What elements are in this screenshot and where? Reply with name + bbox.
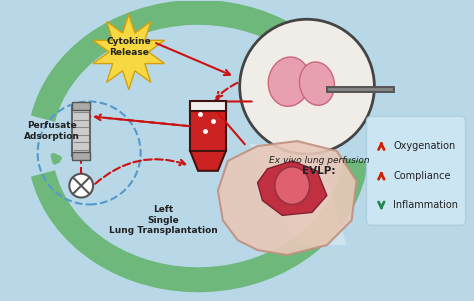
Polygon shape: [218, 141, 356, 255]
Text: Perfusate
Adsorption: Perfusate Adsorption: [24, 122, 80, 141]
Ellipse shape: [300, 62, 335, 105]
Text: Inflammation: Inflammation: [393, 200, 458, 210]
Text: Ex vivo lung perfusion: Ex vivo lung perfusion: [269, 157, 369, 166]
Ellipse shape: [275, 167, 310, 204]
Circle shape: [69, 174, 93, 197]
Text: EVLP:: EVLP:: [302, 166, 336, 176]
FancyBboxPatch shape: [366, 116, 465, 225]
FancyBboxPatch shape: [73, 107, 90, 156]
FancyBboxPatch shape: [190, 107, 226, 151]
Text: Compliance: Compliance: [393, 171, 451, 181]
Ellipse shape: [268, 57, 310, 106]
Text: Left
Single
Lung Transplantation: Left Single Lung Transplantation: [109, 205, 218, 235]
Polygon shape: [250, 144, 346, 245]
Polygon shape: [190, 151, 226, 171]
FancyBboxPatch shape: [73, 102, 90, 110]
Text: Cytokine
Release: Cytokine Release: [106, 37, 151, 57]
Text: Oxygenation: Oxygenation: [393, 141, 456, 151]
FancyBboxPatch shape: [73, 152, 90, 160]
Polygon shape: [93, 14, 164, 90]
Polygon shape: [257, 161, 327, 216]
Circle shape: [240, 19, 374, 154]
FancyBboxPatch shape: [190, 101, 226, 111]
